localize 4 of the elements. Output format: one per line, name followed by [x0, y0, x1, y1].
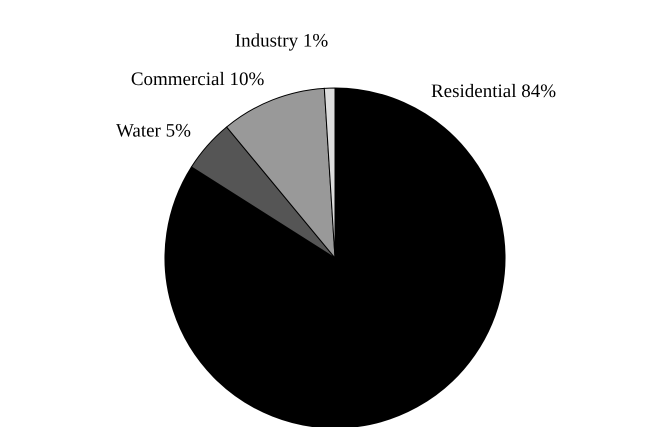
slice-label: Industry 1% [234, 30, 328, 52]
slice-label: Residential 84% [431, 81, 556, 102]
slice-label: Water 5% [116, 120, 192, 142]
slice-label: Commercial 10% [130, 68, 264, 90]
